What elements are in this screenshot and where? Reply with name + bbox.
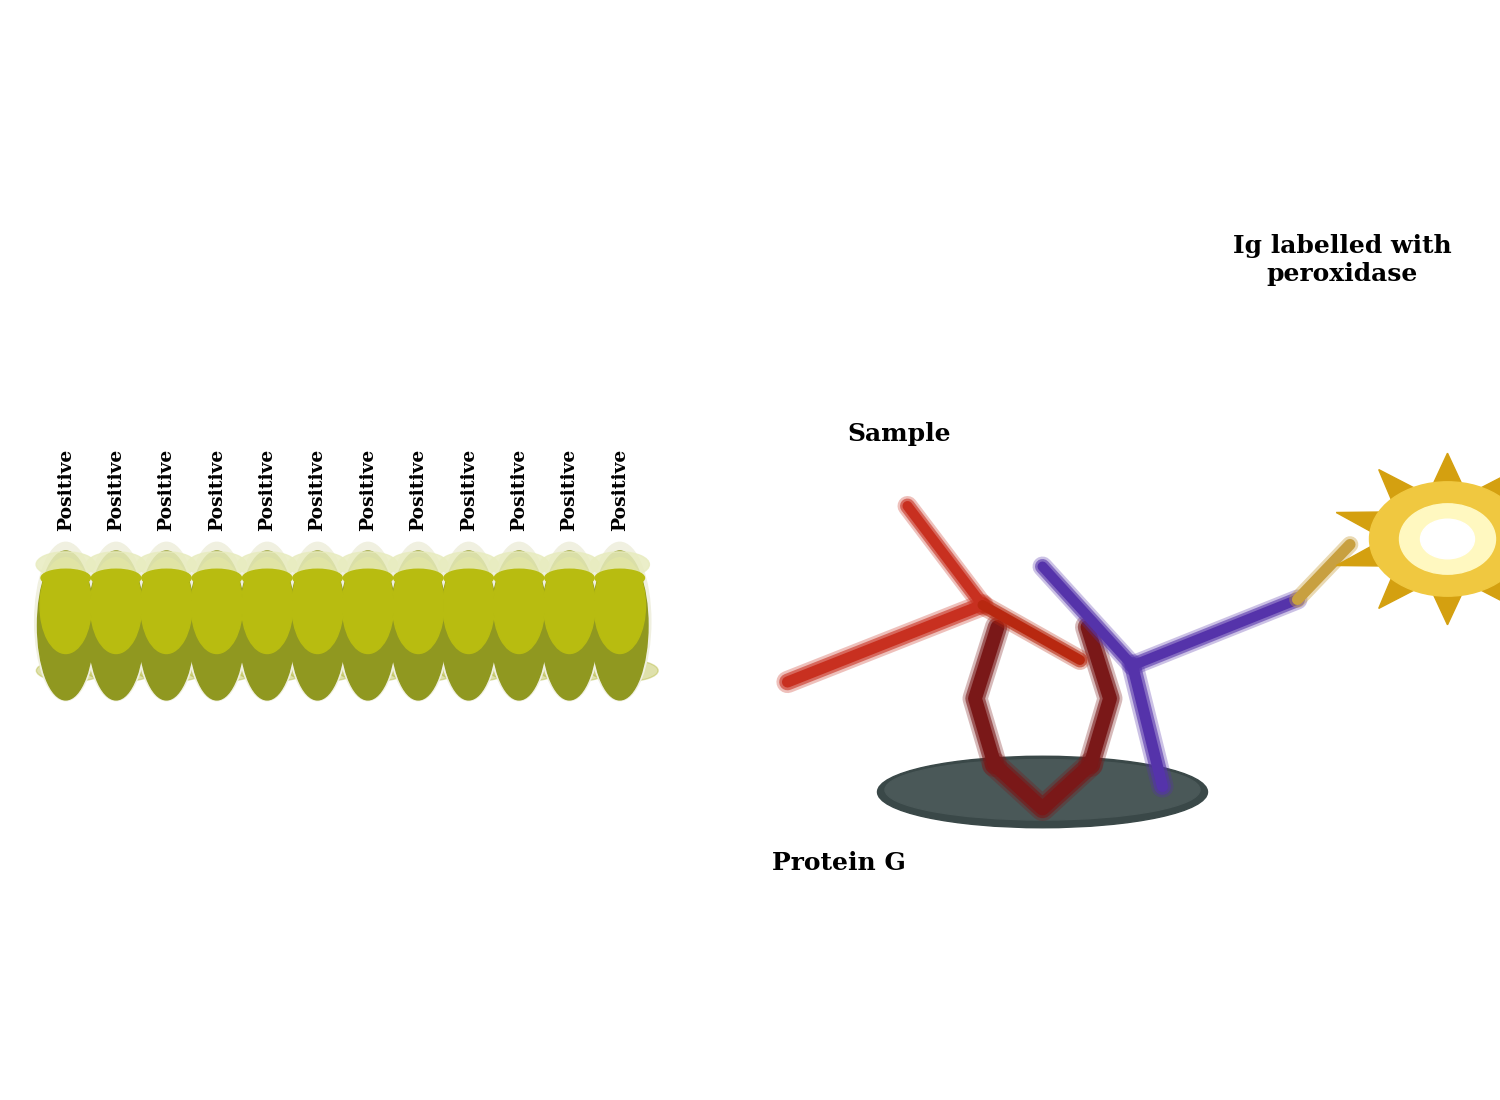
Ellipse shape bbox=[596, 569, 645, 586]
Ellipse shape bbox=[388, 660, 456, 682]
Ellipse shape bbox=[440, 660, 507, 682]
Ellipse shape bbox=[387, 542, 450, 701]
Text: Positive: Positive bbox=[459, 449, 477, 531]
Ellipse shape bbox=[885, 759, 1200, 821]
Ellipse shape bbox=[136, 660, 206, 682]
Ellipse shape bbox=[135, 542, 198, 701]
Text: Positive: Positive bbox=[158, 449, 176, 531]
Text: Protein G: Protein G bbox=[772, 850, 906, 875]
Text: Sample: Sample bbox=[847, 421, 951, 446]
Ellipse shape bbox=[38, 551, 94, 700]
Ellipse shape bbox=[489, 660, 558, 682]
Ellipse shape bbox=[141, 558, 192, 653]
Ellipse shape bbox=[290, 551, 346, 700]
Ellipse shape bbox=[188, 660, 255, 682]
Ellipse shape bbox=[338, 542, 399, 701]
Ellipse shape bbox=[238, 551, 296, 700]
Ellipse shape bbox=[87, 660, 154, 682]
Ellipse shape bbox=[540, 660, 608, 682]
Text: Positive: Positive bbox=[561, 449, 579, 531]
Text: Positive: Positive bbox=[258, 449, 276, 531]
Text: Positive: Positive bbox=[410, 449, 428, 531]
Ellipse shape bbox=[242, 558, 292, 653]
Text: Positive: Positive bbox=[309, 449, 327, 531]
Circle shape bbox=[1420, 519, 1474, 559]
Ellipse shape bbox=[90, 558, 141, 653]
Ellipse shape bbox=[87, 552, 146, 578]
Ellipse shape bbox=[292, 558, 344, 653]
Ellipse shape bbox=[438, 542, 500, 701]
Ellipse shape bbox=[393, 569, 442, 586]
Polygon shape bbox=[1336, 453, 1500, 625]
Ellipse shape bbox=[544, 569, 594, 586]
Ellipse shape bbox=[494, 558, 544, 653]
Ellipse shape bbox=[590, 542, 651, 701]
Text: Positive: Positive bbox=[57, 449, 75, 531]
Ellipse shape bbox=[444, 569, 494, 586]
Ellipse shape bbox=[339, 551, 396, 700]
Ellipse shape bbox=[441, 551, 497, 700]
Ellipse shape bbox=[86, 542, 147, 701]
Ellipse shape bbox=[495, 569, 543, 586]
Ellipse shape bbox=[288, 660, 356, 682]
Ellipse shape bbox=[142, 569, 190, 586]
Ellipse shape bbox=[594, 558, 645, 653]
Ellipse shape bbox=[878, 757, 1208, 828]
Ellipse shape bbox=[40, 569, 90, 586]
Ellipse shape bbox=[190, 558, 243, 653]
Text: Positive: Positive bbox=[106, 449, 124, 531]
Text: Positive: Positive bbox=[510, 449, 528, 531]
Ellipse shape bbox=[237, 552, 297, 578]
Ellipse shape bbox=[138, 551, 195, 700]
Ellipse shape bbox=[92, 569, 141, 586]
Ellipse shape bbox=[243, 569, 292, 586]
Ellipse shape bbox=[440, 552, 498, 578]
Ellipse shape bbox=[540, 552, 598, 578]
Ellipse shape bbox=[192, 569, 242, 586]
Ellipse shape bbox=[393, 558, 444, 653]
Ellipse shape bbox=[36, 660, 104, 682]
Ellipse shape bbox=[442, 558, 495, 653]
Ellipse shape bbox=[542, 551, 597, 700]
Ellipse shape bbox=[292, 569, 342, 586]
Ellipse shape bbox=[34, 542, 96, 701]
Ellipse shape bbox=[188, 552, 246, 578]
Ellipse shape bbox=[344, 569, 393, 586]
Ellipse shape bbox=[236, 542, 298, 701]
Ellipse shape bbox=[388, 552, 448, 578]
Text: Positive: Positive bbox=[610, 449, 628, 531]
Ellipse shape bbox=[339, 552, 398, 578]
Ellipse shape bbox=[538, 542, 600, 701]
Ellipse shape bbox=[238, 660, 306, 682]
Ellipse shape bbox=[40, 558, 92, 653]
Text: Positive: Positive bbox=[209, 449, 226, 531]
Ellipse shape bbox=[590, 552, 650, 578]
Ellipse shape bbox=[88, 551, 144, 700]
Ellipse shape bbox=[342, 558, 393, 653]
Circle shape bbox=[1370, 482, 1500, 596]
Ellipse shape bbox=[390, 551, 447, 700]
Text: Positive: Positive bbox=[358, 449, 376, 531]
Ellipse shape bbox=[490, 551, 548, 700]
Circle shape bbox=[1400, 504, 1496, 574]
Ellipse shape bbox=[286, 542, 348, 701]
Ellipse shape bbox=[136, 552, 196, 578]
Ellipse shape bbox=[488, 542, 550, 701]
Text: Ig labelled with
peroxidase: Ig labelled with peroxidase bbox=[1233, 234, 1452, 286]
Ellipse shape bbox=[186, 542, 248, 701]
Ellipse shape bbox=[591, 660, 658, 682]
Ellipse shape bbox=[36, 552, 96, 578]
Ellipse shape bbox=[591, 551, 648, 700]
Ellipse shape bbox=[288, 552, 346, 578]
Ellipse shape bbox=[339, 660, 406, 682]
Ellipse shape bbox=[189, 551, 244, 700]
Ellipse shape bbox=[489, 552, 549, 578]
Ellipse shape bbox=[544, 558, 596, 653]
